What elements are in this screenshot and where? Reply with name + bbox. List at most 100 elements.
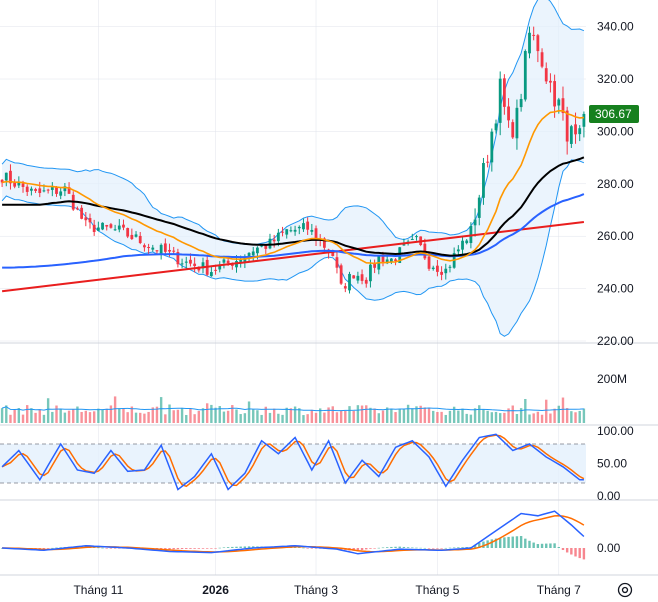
candle-body <box>50 187 54 190</box>
volume-bar <box>55 405 58 423</box>
macd-histogram-bar <box>411 547 414 549</box>
candle-body <box>260 245 264 247</box>
macd-histogram-bar <box>51 547 54 549</box>
candle-body <box>134 234 138 237</box>
candle-body <box>528 32 531 54</box>
macd-histogram-bar <box>532 542 535 548</box>
candle-body <box>536 35 540 52</box>
time-axis[interactable]: Tháng 11 2026 Tháng 3 Tháng 5 Tháng 7 <box>73 583 581 597</box>
candle-body <box>549 80 552 83</box>
macd-histogram-bar <box>465 547 468 548</box>
macd-histogram-bar <box>369 548 372 549</box>
volume-bar <box>193 414 196 423</box>
volume-bar <box>134 412 138 423</box>
volume-bar <box>239 414 242 423</box>
macd-histogram-bar <box>478 542 481 548</box>
volume-bar <box>398 409 401 423</box>
macd-histogram-bar <box>570 548 573 555</box>
volume-bar <box>277 413 280 423</box>
volume-bar <box>411 408 414 423</box>
candle-body <box>532 34 536 36</box>
candle-body <box>264 244 268 249</box>
macd-histogram-bar <box>427 548 431 549</box>
candle-body <box>440 271 443 275</box>
macd-histogram-bar <box>365 548 368 550</box>
volume-bar <box>365 405 368 423</box>
candle-body <box>46 189 50 191</box>
macd-histogram-bar <box>235 546 238 548</box>
macd-histogram-bar <box>105 548 108 549</box>
volume-bar <box>126 412 129 423</box>
candle-body <box>201 262 205 269</box>
candle-body <box>515 107 519 139</box>
candle-body <box>122 224 125 228</box>
macd-histogram-bar <box>314 548 318 549</box>
price-pane <box>0 0 586 337</box>
volume-bar <box>323 412 326 423</box>
macd-histogram-bar <box>214 548 217 549</box>
stochastic-pane <box>0 433 586 491</box>
time-tick-label: Tháng 7 <box>537 583 581 597</box>
volume-bar <box>0 408 4 423</box>
volume-bar <box>289 408 293 423</box>
volume-bar <box>511 405 514 423</box>
volume-bar <box>260 414 263 423</box>
candle-body <box>561 98 565 114</box>
time-tick-label: Tháng 5 <box>415 583 459 597</box>
candle-body <box>293 229 297 232</box>
candle-body <box>55 187 58 194</box>
volume-bar <box>159 397 163 423</box>
macd-histogram-bar <box>222 547 226 549</box>
candle-body <box>92 224 96 232</box>
volume-bar <box>264 406 267 423</box>
volume-bar <box>247 401 251 423</box>
candle-body <box>214 269 217 271</box>
candle-body <box>335 257 339 268</box>
volume-bar <box>285 407 288 423</box>
volume-bar <box>565 408 569 423</box>
ema-20-line <box>1 109 584 265</box>
candle-body <box>482 163 485 198</box>
candle-body <box>502 78 506 107</box>
candle-body <box>448 266 452 268</box>
volume-bar <box>348 406 351 423</box>
candle-body <box>176 252 180 265</box>
candle-body <box>0 179 4 183</box>
volume-bars <box>0 396 586 423</box>
macd-histogram-bar <box>205 548 209 549</box>
macd-histogram-bar <box>97 547 100 549</box>
macd-histogram-bar <box>306 548 309 549</box>
candle-body <box>67 187 71 194</box>
gear-icon[interactable] <box>617 582 633 598</box>
price-axis[interactable]: 340.00 320.00 300.00 280.00 260.00 240.00 220.… <box>597 20 634 555</box>
volume-bar <box>452 406 456 423</box>
volume-bar <box>155 406 159 423</box>
volume-bar <box>201 408 205 423</box>
volume-bar <box>92 411 96 423</box>
volume-bar <box>67 410 71 423</box>
time-tick-label: Tháng 11 <box>73 583 123 597</box>
volume-pane <box>0 396 586 423</box>
macd-histogram-bar <box>515 536 519 548</box>
volume-bar <box>59 408 62 423</box>
ema-200-line <box>1 221 585 293</box>
volume-bar <box>327 407 330 423</box>
candle-body <box>511 122 515 138</box>
candle-body <box>17 182 21 186</box>
candle-body <box>456 249 460 252</box>
volume-bar <box>143 413 146 423</box>
volume-bar <box>385 407 389 423</box>
candle-body <box>553 81 557 107</box>
candle-body <box>180 263 184 265</box>
volume-bar <box>457 410 460 423</box>
candle-body <box>96 227 100 231</box>
candle-body <box>29 188 33 191</box>
volume-bar <box>139 412 142 423</box>
candle-body <box>147 247 150 249</box>
volume-bar <box>34 412 37 423</box>
candle-body <box>540 52 544 67</box>
macd-histogram-bar <box>553 543 556 548</box>
volume-bar <box>63 412 67 423</box>
macd-histogram-bar <box>218 547 221 549</box>
